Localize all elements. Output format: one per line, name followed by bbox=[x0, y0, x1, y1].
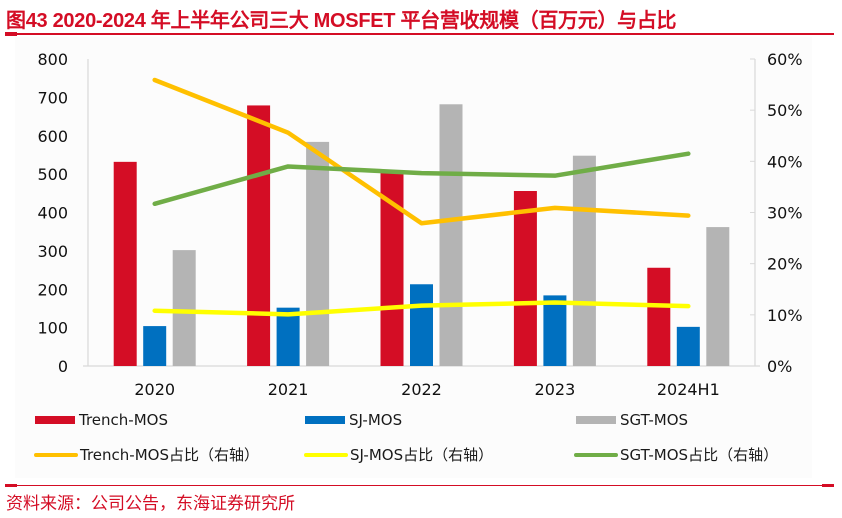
line-trench-mos-share bbox=[152, 77, 691, 226]
y-tick-label: 300 bbox=[37, 242, 68, 261]
x-tick-label: 2020 bbox=[134, 380, 175, 399]
source-note: 资料来源：公司公告，东海证券研究所 bbox=[6, 494, 295, 514]
y2-tick-label: 10% bbox=[767, 306, 803, 325]
bar-sgt-mos-2024h1 bbox=[706, 227, 730, 366]
legend-swatch-sj-mos bbox=[305, 416, 345, 424]
bar-sgt-mos-2022 bbox=[439, 104, 463, 366]
chart-background bbox=[15, 37, 812, 478]
figure-title: 图43 2020-2024 年上半年公司三大 MOSFET 平台营收规模（百万元… bbox=[6, 10, 677, 32]
y2-tick-label: 50% bbox=[767, 101, 803, 120]
legend-item-sj-mos-share: SJ-MOS占比（右轴） bbox=[304, 444, 493, 465]
source-divider-accent-left bbox=[5, 484, 17, 487]
y-tick-label: 600 bbox=[37, 127, 68, 146]
legend-item-sj-mos: SJ-MOS bbox=[305, 411, 402, 429]
x-tick-label: 2021 bbox=[268, 380, 309, 399]
y2-tick-label: 0% bbox=[767, 357, 792, 376]
bar-trench-mos-2020 bbox=[113, 161, 137, 366]
bar-trench-mos-2021 bbox=[247, 105, 271, 366]
y2-tick-label: 60% bbox=[767, 50, 803, 69]
y2-tick-label: 20% bbox=[767, 255, 803, 274]
legend-swatch-sj-mos-share bbox=[304, 452, 348, 457]
bar-series bbox=[113, 104, 730, 366]
y-tick-label: 800 bbox=[37, 50, 68, 69]
y2-tick-label: 40% bbox=[767, 152, 803, 171]
legend-swatch-trench-mos-share bbox=[34, 452, 78, 457]
source-divider bbox=[5, 485, 834, 486]
bar-sj-mos-2023 bbox=[543, 295, 567, 366]
x-tick-label: 2023 bbox=[535, 380, 576, 399]
y-tick-label: 200 bbox=[37, 280, 68, 299]
bar-sgt-mos-2020 bbox=[172, 250, 196, 366]
y-tick-label: 700 bbox=[37, 88, 68, 107]
bar-trench-mos-2022 bbox=[380, 172, 404, 366]
legend-label-sgt-mos-share: SGT-MOS占比（右轴） bbox=[620, 446, 779, 464]
x-tick-label: 2024H1 bbox=[657, 380, 720, 399]
bar-sj-mos-2024h1 bbox=[676, 326, 700, 366]
bar-sj-mos-2020 bbox=[143, 326, 167, 366]
bar-sj-mos-2021 bbox=[276, 307, 300, 366]
line-sgt-mos-share bbox=[152, 151, 691, 207]
legend-item-sgt-mos-share: SGT-MOS占比（右轴） bbox=[574, 444, 778, 465]
legend-item-trench-mos-share: Trench-MOS占比（右轴） bbox=[34, 444, 259, 465]
source-divider-accent-right bbox=[822, 484, 834, 487]
legend-label-sj-mos-share: SJ-MOS占比（右轴） bbox=[350, 446, 494, 464]
x-tick-label: 2022 bbox=[401, 380, 442, 399]
bar-sj-mos-2022 bbox=[410, 284, 433, 366]
legend-label-sgt-mos: SGT-MOS bbox=[620, 411, 689, 429]
legend-label-trench-mos: Trench-MOS bbox=[79, 411, 168, 429]
legend-swatch-sgt-mos bbox=[576, 416, 616, 424]
bar-sgt-mos-2021 bbox=[306, 141, 330, 366]
line-series bbox=[152, 77, 691, 317]
legend-label-sj-mos: SJ-MOS bbox=[349, 411, 403, 429]
legend-item-trench-mos: Trench-MOS bbox=[35, 411, 168, 429]
y-tick-label: 0 bbox=[58, 357, 68, 376]
y-tick-label: 100 bbox=[37, 319, 68, 338]
legend-item-sgt-mos: SGT-MOS bbox=[576, 411, 688, 429]
y-tick-label: 400 bbox=[37, 204, 68, 223]
tick-labels: 0 100 200 300 400 500 600 700 800 0% 10% 20% 30% 40% 5… bbox=[37, 50, 802, 399]
bar-trench-mos-2023 bbox=[513, 191, 537, 366]
y-tick-label: 500 bbox=[37, 165, 68, 184]
bar-sgt-mos-2023 bbox=[572, 155, 596, 366]
title-underline-accent bbox=[5, 32, 17, 36]
legend-label-trench-mos-share: Trench-MOS占比（右轴） bbox=[80, 446, 259, 464]
legend-swatch-trench-mos bbox=[35, 416, 75, 424]
title-underline bbox=[5, 33, 834, 35]
y2-tick-label: 30% bbox=[767, 204, 803, 223]
bar-trench-mos-2024h1 bbox=[647, 267, 671, 366]
legend-swatch-sgt-mos-share bbox=[574, 452, 618, 457]
